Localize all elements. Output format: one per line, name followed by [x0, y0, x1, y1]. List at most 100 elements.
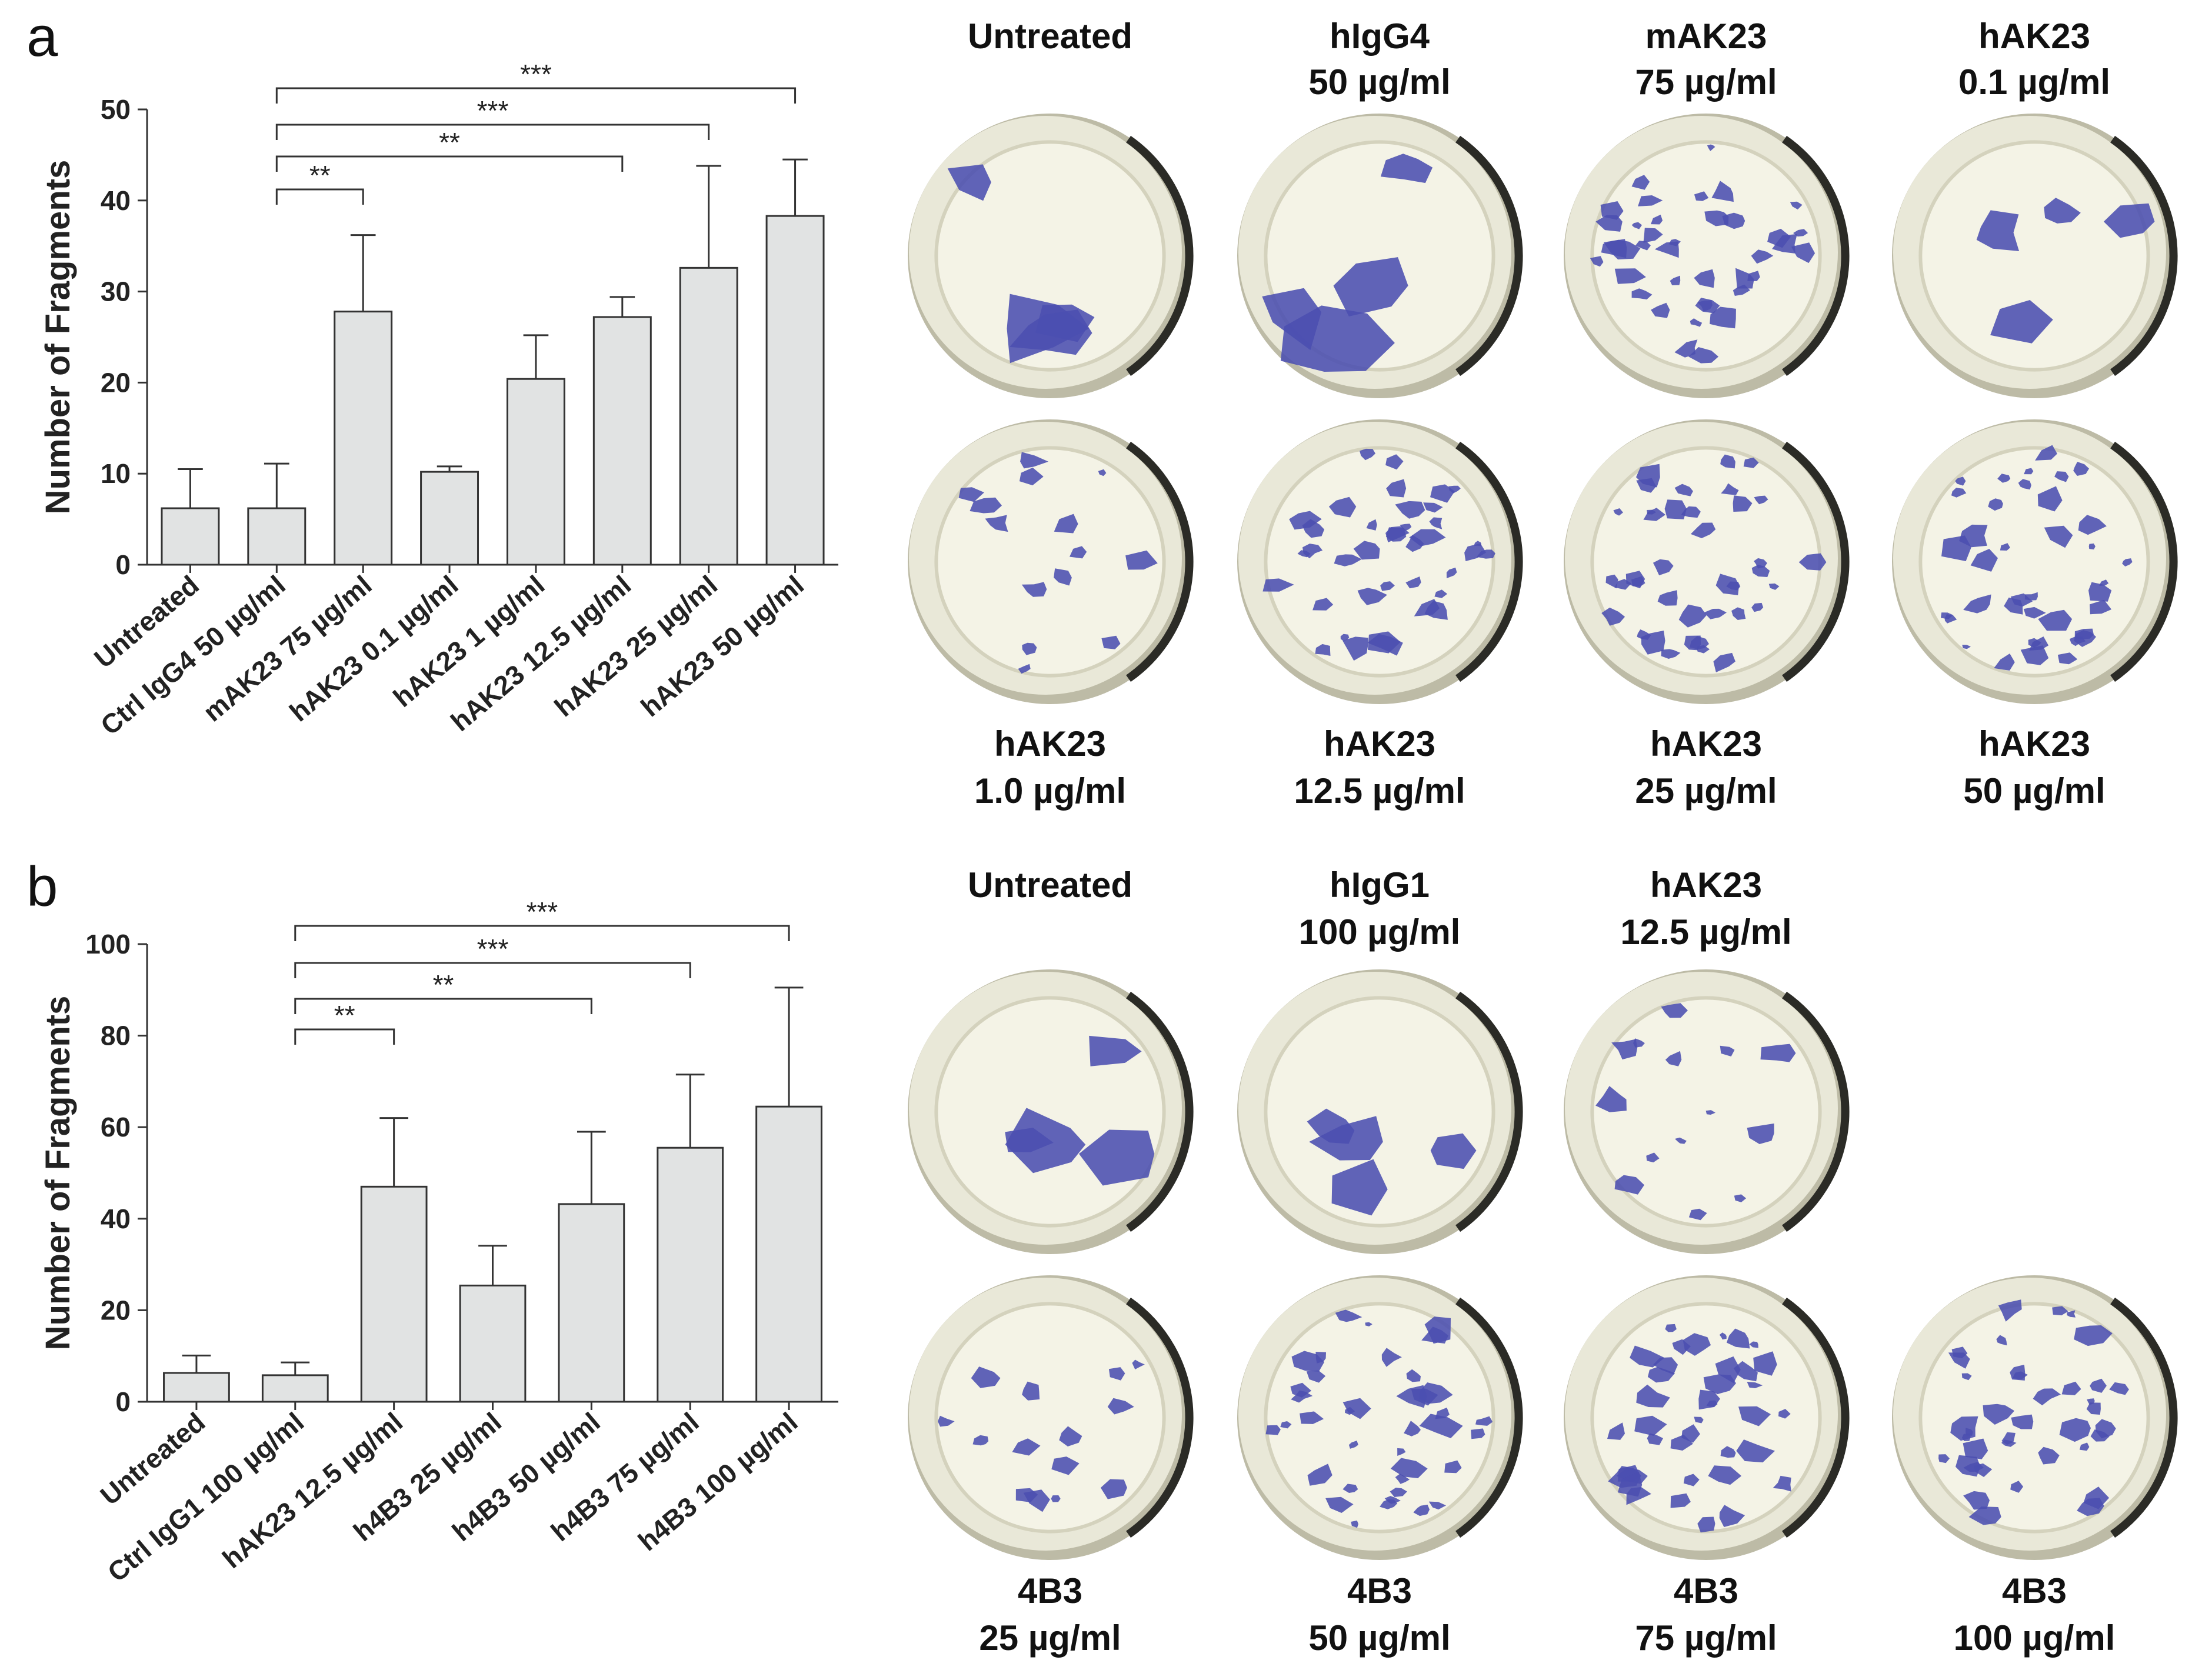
cell-sheet-fragment	[1070, 546, 1087, 559]
cell-sheet-fragment	[1726, 1328, 1750, 1349]
cell-sheet-fragment	[1434, 589, 1448, 598]
well-label-top: 4B3	[1674, 1571, 1738, 1611]
chart-a-y-tick-label: 10	[101, 458, 131, 489]
cell-sheet-fragment	[1674, 339, 1698, 358]
well-shadow	[1782, 991, 1850, 1232]
cell-sheet-fragment	[1613, 508, 1623, 516]
cell-sheet-fragment	[1983, 1404, 2015, 1425]
cell-sheet-fragment	[1665, 1051, 1682, 1066]
cell-sheet-fragment	[1125, 550, 1158, 570]
cell-sheet-fragment	[1385, 526, 1410, 542]
cell-sheet-fragment	[1643, 228, 1663, 243]
cell-sheet-fragment	[1994, 654, 2015, 671]
well-label-top: hAK23	[1978, 16, 2090, 56]
cell-sheet-fragment	[2122, 558, 2133, 566]
chart-a-bar	[334, 311, 393, 566]
cell-sheet-fragment	[1760, 1044, 1796, 1062]
cell-sheet-fragment	[1719, 1505, 1745, 1527]
cell-sheet-fragment	[1968, 1506, 2001, 1525]
a-4-well	[908, 419, 1194, 704]
well-label-concentration: 50 µg/ml	[1963, 771, 2105, 811]
cell-sheet-fragment	[1444, 1460, 1462, 1474]
cell-sheet-fragment	[1353, 541, 1380, 560]
well-shadow	[1126, 1297, 1194, 1538]
cell-sheet-fragment	[1703, 1374, 1736, 1395]
cell-sheet-fragment	[1600, 201, 1624, 220]
well-label-top: Untreated	[968, 865, 1132, 905]
well-label-concentration: 75 µg/ml	[1635, 62, 1777, 102]
cell-sheet-fragment	[1430, 484, 1455, 503]
cell-sheet-fragment	[1413, 1504, 1430, 1516]
chart-b-bar	[459, 1284, 527, 1403]
cell-sheet-fragment	[2090, 599, 2112, 615]
cell-sheet-fragment	[1636, 1384, 1670, 1408]
cell-sheet-fragment	[1694, 269, 1715, 288]
cell-sheet-fragment	[1306, 1370, 1326, 1383]
b-5-well	[1564, 1275, 1850, 1560]
well-shadow	[1455, 135, 1523, 376]
cell-sheet-fragment	[1380, 1499, 1398, 1509]
chart-a-significance-label: ***	[477, 95, 509, 126]
cell-sheet-fragment	[1617, 1471, 1643, 1497]
cell-sheet-fragment	[1404, 1421, 1421, 1436]
well-label-top: hAK23	[1650, 724, 1762, 764]
cell-sheet-fragment	[1446, 567, 1457, 579]
cell-sheet-fragment	[1396, 1385, 1427, 1408]
chart-a-significance-bracket	[275, 87, 797, 104]
cell-sheet-fragment	[1390, 1488, 1407, 1497]
cell-sheet-fragment	[1380, 581, 1395, 591]
cell-sheet-fragment	[1665, 1324, 1677, 1332]
cell-sheet-fragment	[1941, 612, 1953, 619]
cell-sheet-fragment	[1406, 1369, 1421, 1382]
chart-a-y-tick-label: 40	[101, 185, 131, 216]
cell-sheet-fragment	[1631, 222, 1642, 229]
chart-a-y-axis-title: Number of Fragments	[39, 160, 77, 515]
cell-sheet-fragment	[1753, 1351, 1777, 1376]
cell-sheet-fragment	[1948, 1352, 1970, 1369]
chart-a-category-label: hAK23 1 µg/ml	[387, 569, 550, 713]
cell-sheet-fragment	[1342, 636, 1368, 661]
cell-sheet-fragment	[1348, 1441, 1358, 1449]
cell-sheet-fragment	[2011, 1414, 2034, 1429]
cell-sheet-fragment	[1773, 1475, 1791, 1492]
cell-sheet-fragment	[1333, 257, 1408, 316]
cell-sheet-fragment	[2052, 1306, 2068, 1316]
cell-sheet-fragment	[1385, 454, 1404, 470]
cell-sheet-fragment	[1661, 1003, 1688, 1018]
cell-sheet-fragment	[1464, 543, 1487, 561]
cell-sheet-fragment	[1720, 454, 1735, 469]
cell-sheet-fragment	[1611, 1039, 1638, 1060]
cell-sheet-fragment	[1959, 524, 1988, 548]
chart-b-bar	[261, 1374, 329, 1403]
chart-b-bar	[163, 1372, 230, 1403]
well-floor	[934, 140, 1166, 372]
cell-sheet-fragment	[1012, 1438, 1041, 1456]
cell-sheet-fragment	[1643, 508, 1665, 521]
cell-sheet-fragment	[1419, 1414, 1463, 1438]
b-6-well	[1892, 1275, 2178, 1560]
cell-sheet-fragment	[1424, 1316, 1451, 1344]
cell-sheet-fragment	[1963, 1438, 1988, 1459]
cell-sheet-fragment	[1749, 1341, 1758, 1348]
well-label-concentration: 100 µg/ml	[1954, 1618, 2116, 1658]
chart-b-bar	[755, 1105, 822, 1403]
cell-sheet-fragment	[1694, 191, 1709, 201]
cell-sheet-fragment	[1059, 1426, 1082, 1446]
chart-a-significance-label: ***	[520, 59, 552, 89]
well-floor	[1264, 996, 1495, 1228]
chart-a-bar	[420, 471, 479, 566]
well-label-top: mAK23	[1645, 16, 1767, 56]
well-label-concentration: 12.5 µg/ml	[1620, 912, 1791, 952]
well-shadow	[1455, 441, 1523, 682]
cell-sheet-fragment	[1262, 288, 1322, 351]
cell-sheet-fragment	[1963, 594, 1991, 614]
cell-sheet-fragment	[1335, 1309, 1362, 1322]
cell-sheet-fragment	[1265, 1425, 1281, 1435]
chart-a-significance-bracket	[275, 188, 364, 205]
chart-b-significance-label: **	[433, 969, 454, 1000]
cell-sheet-fragment	[1694, 1416, 1704, 1424]
a-0-well	[908, 114, 1194, 398]
cell-sheet-fragment	[1366, 519, 1377, 531]
well-label-top: hAK23	[1978, 724, 2090, 764]
cell-sheet-fragment	[1997, 474, 2011, 483]
